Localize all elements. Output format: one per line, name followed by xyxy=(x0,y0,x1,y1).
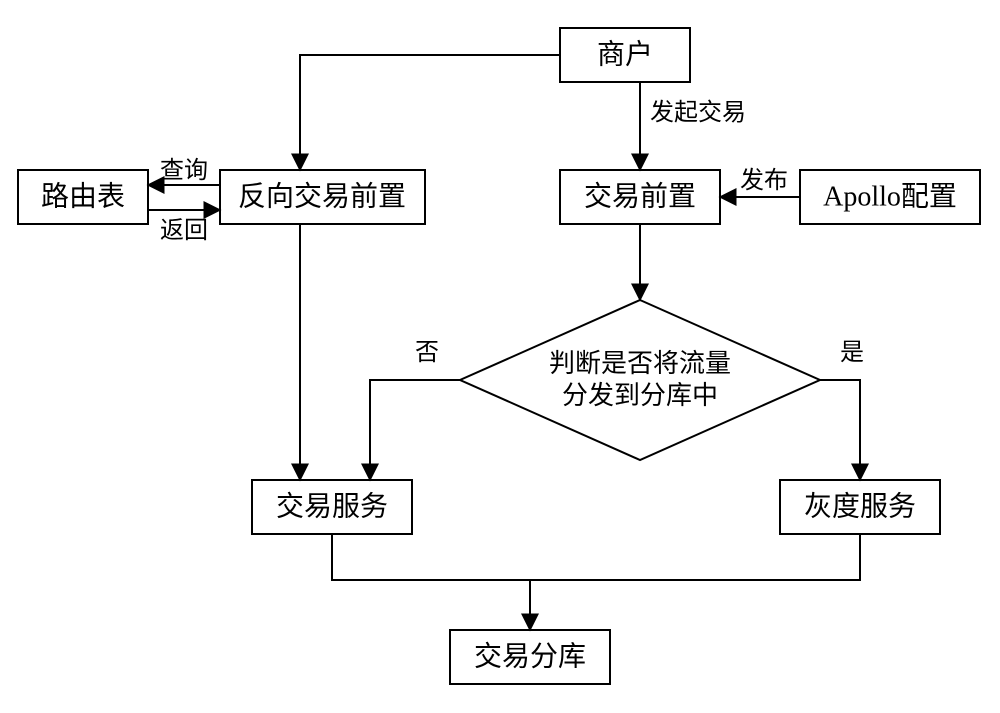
node-trade-front: 交易前置 xyxy=(560,170,720,224)
node-decision: 判断是否将流量 分发到分库中 xyxy=(460,300,820,460)
node-reverse-front-label: 反向交易前置 xyxy=(238,180,406,212)
node-merchant-label: 商户 xyxy=(597,38,653,70)
edge-routing-query-label: 查询 xyxy=(160,157,208,184)
node-apollo-config: Apollo配置 xyxy=(800,170,980,224)
flowchart-canvas: 商户 路由表 反向交易前置 交易前置 Apollo配置 判断是否将流量 分发到分… xyxy=(0,0,1000,713)
edge-merchant-to-front-label: 发起交易 xyxy=(650,99,746,126)
edge-services-merge xyxy=(332,534,860,580)
edge-decision-no-label: 否 xyxy=(415,340,439,366)
node-reverse-front: 反向交易前置 xyxy=(220,170,425,224)
node-merchant: 商户 xyxy=(560,28,690,82)
edge-merchant-to-reverse xyxy=(300,55,560,170)
edge-decision-yes-label: 是 xyxy=(840,340,864,366)
node-trade-service: 交易服务 xyxy=(252,480,412,534)
node-routing-table: 路由表 xyxy=(18,170,148,224)
node-trade-shard-label: 交易分库 xyxy=(474,640,586,672)
node-decision-label-2: 分发到分库中 xyxy=(562,381,718,410)
edge-decision-yes xyxy=(820,380,860,480)
node-trade-shard: 交易分库 xyxy=(450,630,610,684)
node-routing-table-label: 路由表 xyxy=(41,180,125,212)
node-gray-service: 灰度服务 xyxy=(780,480,940,534)
edge-apollo-publish-label: 发布 xyxy=(740,167,788,194)
edge-decision-no xyxy=(370,380,460,480)
node-trade-front-label: 交易前置 xyxy=(584,180,696,212)
edge-routing-return-label: 返回 xyxy=(160,217,208,244)
node-trade-service-label: 交易服务 xyxy=(276,490,388,522)
node-gray-service-label: 灰度服务 xyxy=(804,490,916,522)
node-decision-label-1: 判断是否将流量 xyxy=(549,349,731,378)
node-apollo-config-label: Apollo配置 xyxy=(823,181,957,212)
